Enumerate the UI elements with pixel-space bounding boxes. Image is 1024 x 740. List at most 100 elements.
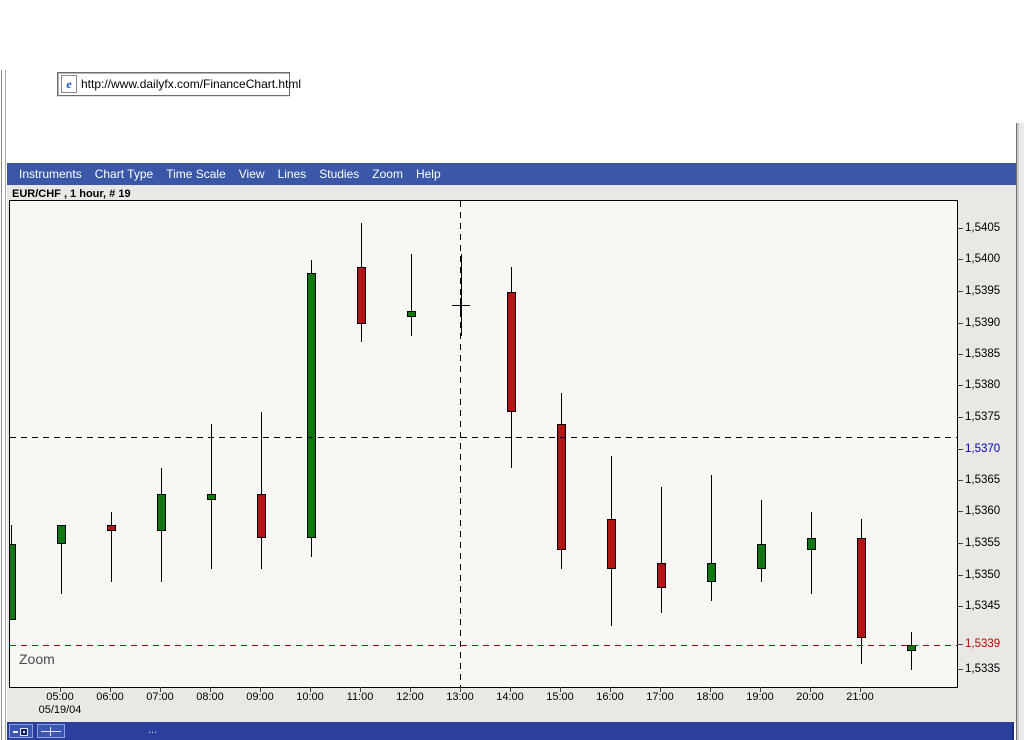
price-tick-1,5360 (957, 511, 963, 512)
time-tick-17:00 (660, 687, 661, 692)
price-tick-1,5339 (957, 644, 963, 645)
time-tick-15:00 (560, 687, 561, 692)
candle-body-12:00 (407, 311, 416, 317)
time-tick-12:00 (410, 687, 411, 692)
candle-wick-20:00 (811, 512, 812, 594)
menu-item-view[interactable]: View (238, 167, 265, 181)
price-tick-1,5350 (957, 575, 963, 576)
time-tick-16:00 (610, 687, 611, 692)
vertical-scrollbar[interactable] (1016, 123, 1024, 740)
price-label-1,5355: 1,5355 (965, 537, 1001, 549)
time-label-10:00: 10:00 (296, 691, 324, 703)
menu-item-chart-type[interactable]: Chart Type (94, 167, 154, 181)
address-bar[interactable]: e http://www.dailyfx.com/FinanceChart.ht… (57, 72, 301, 96)
time-tick-18:00 (710, 687, 711, 692)
price-tick-1,5395 (957, 291, 963, 292)
time-label-09:00: 09:00 (246, 691, 274, 703)
menu-item-help[interactable]: Help (415, 167, 441, 181)
candle-body-04:00 (10, 544, 16, 620)
price-tick-1,5375 (957, 417, 963, 418)
candle-body-21:00 (857, 538, 866, 638)
price-label-1,5339: 1,5339 (965, 638, 1001, 650)
price-tick-1,5405 (957, 228, 963, 229)
crosshair-tool-button[interactable] (37, 724, 65, 738)
time-tick-14:00 (510, 687, 511, 692)
time-tick-09:00 (260, 687, 261, 692)
price-label-1,5345: 1,5345 (965, 600, 1001, 612)
menu-item-instruments[interactable]: Instruments (19, 167, 82, 181)
price-tick-1,5365 (957, 480, 963, 481)
status-bar: ... (7, 722, 1014, 740)
price-tick-1,5345 (957, 606, 963, 607)
candle-body-18:00 (707, 563, 716, 582)
time-tick-13:00 (460, 687, 461, 692)
last-price-line (10, 645, 957, 646)
address-bar-url[interactable]: http://www.dailyfx.com/FinanceChart.html (81, 77, 302, 91)
candle-body-14:00 (507, 292, 516, 412)
price-tick-1,5355 (957, 543, 963, 544)
price-tick-1,5380 (957, 385, 963, 386)
candle-wick-05:00 (61, 525, 62, 594)
time-label-06:00: 06:00 (96, 691, 124, 703)
time-tick-19:00 (760, 687, 761, 692)
candle-body-07:00 (157, 494, 166, 531)
candle-body-11:00 (357, 267, 366, 324)
price-label-1,5380: 1,5380 (965, 379, 1001, 391)
time-label-11:00: 11:00 (346, 691, 374, 703)
time-label-16:00: 16:00 (596, 691, 624, 703)
candle-body-05:00 (57, 525, 66, 544)
candle-body-19:00 (757, 544, 766, 569)
candle-body-20:00 (807, 538, 816, 550)
plot-area[interactable]: Zoom (9, 200, 958, 688)
crosshair-tool-icon (50, 727, 51, 736)
time-label-18:00: 18:00 (696, 691, 724, 703)
time-label-19:00: 19:00 (746, 691, 774, 703)
time-tick-20:00 (810, 687, 811, 692)
candle-body-09:00 (257, 494, 266, 538)
price-tick-1,5370 (957, 449, 963, 450)
time-tick-08:00 (210, 687, 211, 692)
price-label-1,5370: 1,5370 (965, 443, 1001, 455)
price-label-1,5375: 1,5375 (965, 411, 1001, 423)
date-label: 05/19/04 (38, 704, 82, 716)
restore-window-icon (20, 728, 28, 736)
restore-window-button[interactable] (9, 724, 33, 738)
candle-body-17:00 (657, 563, 666, 588)
candle-body-15:00 (557, 424, 566, 550)
window-frame-line (1, 70, 2, 740)
status-bar-text: ... (148, 724, 158, 736)
price-tick-1,5335 (957, 669, 963, 670)
window-frame-line (5, 70, 6, 740)
price-label-1,5400: 1,5400 (965, 253, 1001, 265)
time-label-13:00: 13:00 (446, 691, 474, 703)
price-label-1,5360: 1,5360 (965, 505, 1001, 517)
time-tick-07:00 (160, 687, 161, 692)
crosshair-horizontal-line (10, 437, 957, 438)
time-label-15:00: 15:00 (546, 691, 574, 703)
menu-item-studies[interactable]: Studies (319, 167, 360, 181)
candle-body-06:00 (107, 525, 116, 531)
time-tick-21:00 (860, 687, 861, 692)
chart-title: EUR/CHF , 1 hour, # 19 (12, 188, 131, 200)
menu-item-lines[interactable]: Lines (277, 167, 307, 181)
candle-wick-22:00 (911, 632, 912, 670)
price-tick-1,5390 (957, 323, 963, 324)
time-label-14:00: 14:00 (496, 691, 524, 703)
menu-bar: Instruments Chart Type Time Scale View Lines… (7, 163, 1016, 185)
price-label-1,5405: 1,5405 (965, 222, 1001, 234)
time-label-05:00: 05:00 (46, 691, 74, 703)
time-label-07:00: 07:00 (146, 691, 174, 703)
candle-wick-12:00 (411, 254, 412, 336)
time-label-08:00: 08:00 (196, 691, 224, 703)
price-label-1,5335: 1,5335 (965, 663, 1001, 675)
price-label-1,5350: 1,5350 (965, 569, 1001, 581)
candle-body-08:00 (207, 494, 216, 500)
candle-body-10:00 (307, 273, 316, 538)
ie-page-icon: e (61, 75, 77, 93)
zoom-mode-label: Zoom (19, 651, 55, 667)
time-label-17:00: 17:00 (646, 691, 674, 703)
time-tick-05:00 (60, 687, 61, 692)
menu-item-time-scale[interactable]: Time Scale (166, 167, 226, 181)
menu-item-zoom[interactable]: Zoom (372, 167, 403, 181)
